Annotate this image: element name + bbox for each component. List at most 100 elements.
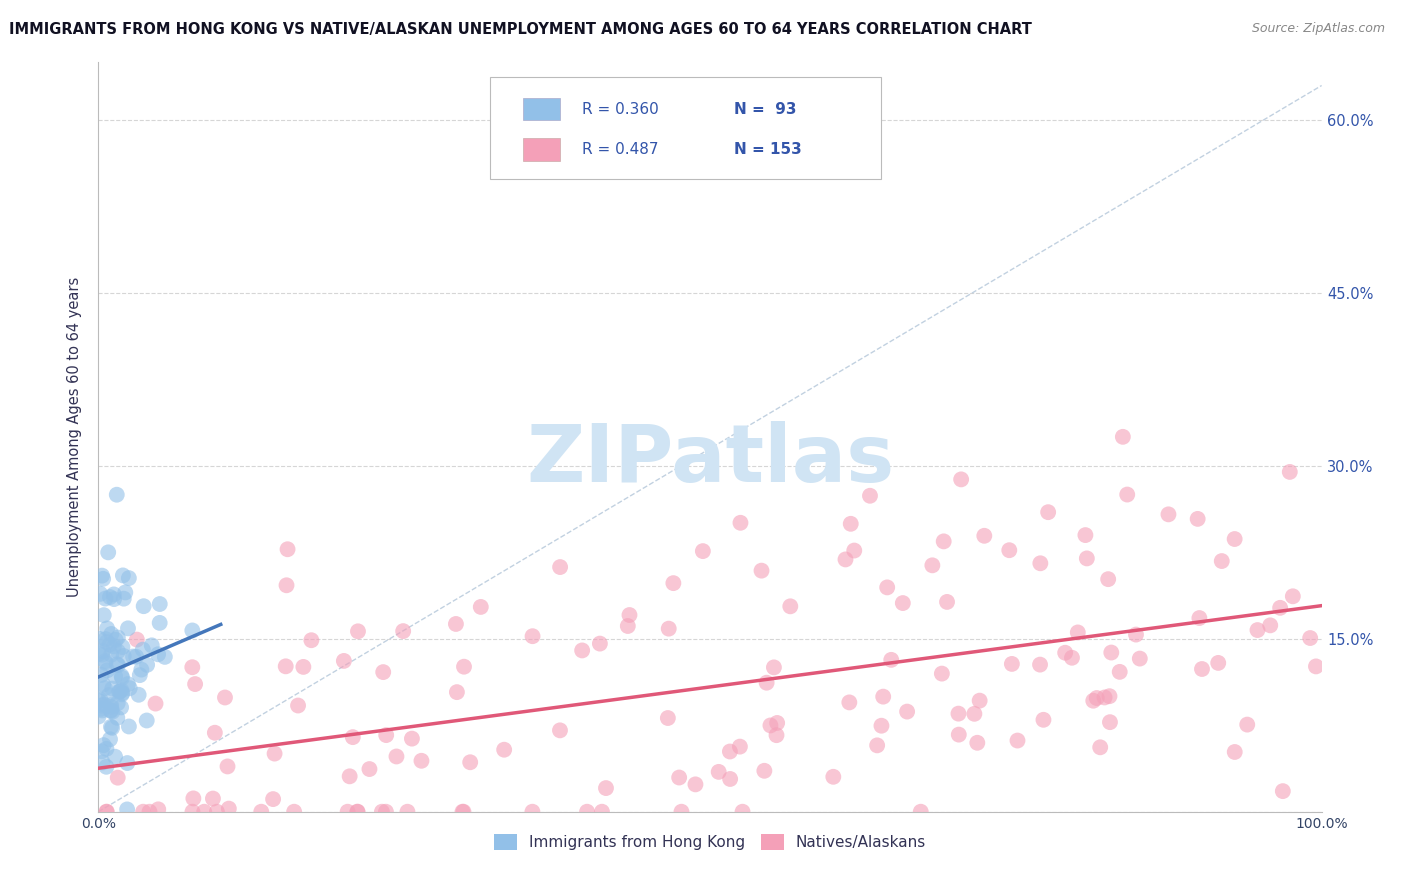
Point bbox=[1305, 659, 1327, 673]
Point bbox=[522, 805, 544, 819]
Point bbox=[93, 608, 115, 623]
Point bbox=[111, 687, 134, 701]
Point bbox=[779, 599, 801, 614]
Point bbox=[136, 657, 159, 672]
Point bbox=[110, 700, 132, 714]
Point bbox=[453, 805, 475, 819]
Text: IMMIGRANTS FROM HONG KONG VS NATIVE/ALASKAN UNEMPLOYMENT AMONG AGES 60 TO 64 YEA: IMMIGRANTS FROM HONG KONG VS NATIVE/ALAS… bbox=[8, 22, 1032, 37]
Point bbox=[1188, 611, 1211, 625]
Point bbox=[998, 543, 1021, 558]
Point bbox=[1074, 528, 1097, 542]
Point bbox=[90, 668, 112, 682]
Point bbox=[1187, 512, 1209, 526]
Point bbox=[1223, 745, 1246, 759]
Point bbox=[214, 690, 236, 705]
FancyBboxPatch shape bbox=[489, 78, 882, 178]
Point bbox=[153, 649, 176, 664]
Point bbox=[96, 741, 118, 756]
Point bbox=[451, 805, 474, 819]
Point bbox=[969, 693, 991, 707]
Point bbox=[115, 802, 138, 816]
Point bbox=[1223, 532, 1246, 546]
Point bbox=[657, 711, 679, 725]
Point bbox=[93, 698, 115, 712]
Point bbox=[589, 637, 612, 651]
Point bbox=[396, 805, 419, 819]
Point bbox=[765, 728, 787, 742]
Point bbox=[375, 728, 398, 742]
Point bbox=[104, 749, 127, 764]
Point bbox=[1054, 646, 1077, 660]
Point bbox=[112, 591, 135, 606]
Text: Source: ZipAtlas.com: Source: ZipAtlas.com bbox=[1251, 22, 1385, 36]
Point bbox=[658, 622, 681, 636]
Point bbox=[94, 632, 117, 646]
Point bbox=[90, 698, 112, 713]
Text: R = 0.360: R = 0.360 bbox=[582, 102, 658, 117]
Point bbox=[751, 564, 773, 578]
Point bbox=[1112, 430, 1135, 444]
Point bbox=[754, 764, 776, 778]
Point bbox=[96, 760, 118, 774]
Point bbox=[392, 624, 415, 639]
Point bbox=[107, 658, 129, 673]
Point bbox=[1268, 600, 1291, 615]
Point bbox=[108, 685, 131, 699]
Point bbox=[571, 643, 593, 657]
Point bbox=[145, 697, 167, 711]
Point bbox=[100, 720, 122, 734]
Point bbox=[759, 718, 782, 732]
Point bbox=[101, 721, 124, 735]
Point bbox=[100, 699, 122, 714]
Point bbox=[823, 770, 845, 784]
Text: N =  93: N = 93 bbox=[734, 102, 797, 117]
Point bbox=[1007, 733, 1029, 747]
Point bbox=[668, 771, 690, 785]
Point bbox=[932, 534, 955, 549]
Point bbox=[110, 683, 132, 698]
Point bbox=[891, 596, 914, 610]
Point bbox=[730, 516, 752, 530]
Point bbox=[181, 805, 204, 819]
Point bbox=[1060, 650, 1083, 665]
Point bbox=[548, 723, 571, 738]
Point bbox=[131, 663, 153, 677]
Point bbox=[184, 677, 207, 691]
Point bbox=[1129, 651, 1152, 665]
Point bbox=[118, 719, 141, 733]
Point bbox=[91, 648, 114, 662]
Point bbox=[97, 545, 120, 559]
Point bbox=[373, 665, 395, 679]
Legend: Immigrants from Hong Kong, Natives/Alaskans: Immigrants from Hong Kong, Natives/Alask… bbox=[488, 829, 932, 856]
Point bbox=[110, 669, 132, 683]
Point bbox=[149, 597, 172, 611]
Point bbox=[707, 764, 730, 779]
Point bbox=[89, 692, 111, 706]
Point bbox=[90, 744, 112, 758]
Point bbox=[87, 709, 110, 723]
Point bbox=[966, 736, 988, 750]
Point bbox=[89, 587, 111, 601]
Point bbox=[522, 629, 544, 643]
Point bbox=[91, 644, 114, 658]
Point bbox=[1076, 551, 1098, 566]
Point bbox=[1246, 623, 1268, 637]
Point bbox=[96, 805, 118, 819]
Point bbox=[105, 711, 128, 725]
Point bbox=[591, 805, 613, 819]
Point bbox=[342, 730, 364, 744]
Point bbox=[107, 771, 129, 785]
Point bbox=[108, 684, 131, 698]
Point bbox=[122, 649, 145, 664]
Point bbox=[96, 635, 118, 649]
Point bbox=[205, 805, 228, 819]
Point bbox=[1098, 715, 1121, 730]
Point bbox=[103, 592, 125, 607]
Y-axis label: Unemployment Among Ages 60 to 64 years: Unemployment Among Ages 60 to 64 years bbox=[67, 277, 83, 598]
Point bbox=[866, 739, 889, 753]
Point bbox=[146, 648, 169, 662]
Point bbox=[128, 668, 150, 682]
Point bbox=[1099, 646, 1122, 660]
Point bbox=[283, 805, 305, 819]
Point bbox=[1211, 554, 1233, 568]
